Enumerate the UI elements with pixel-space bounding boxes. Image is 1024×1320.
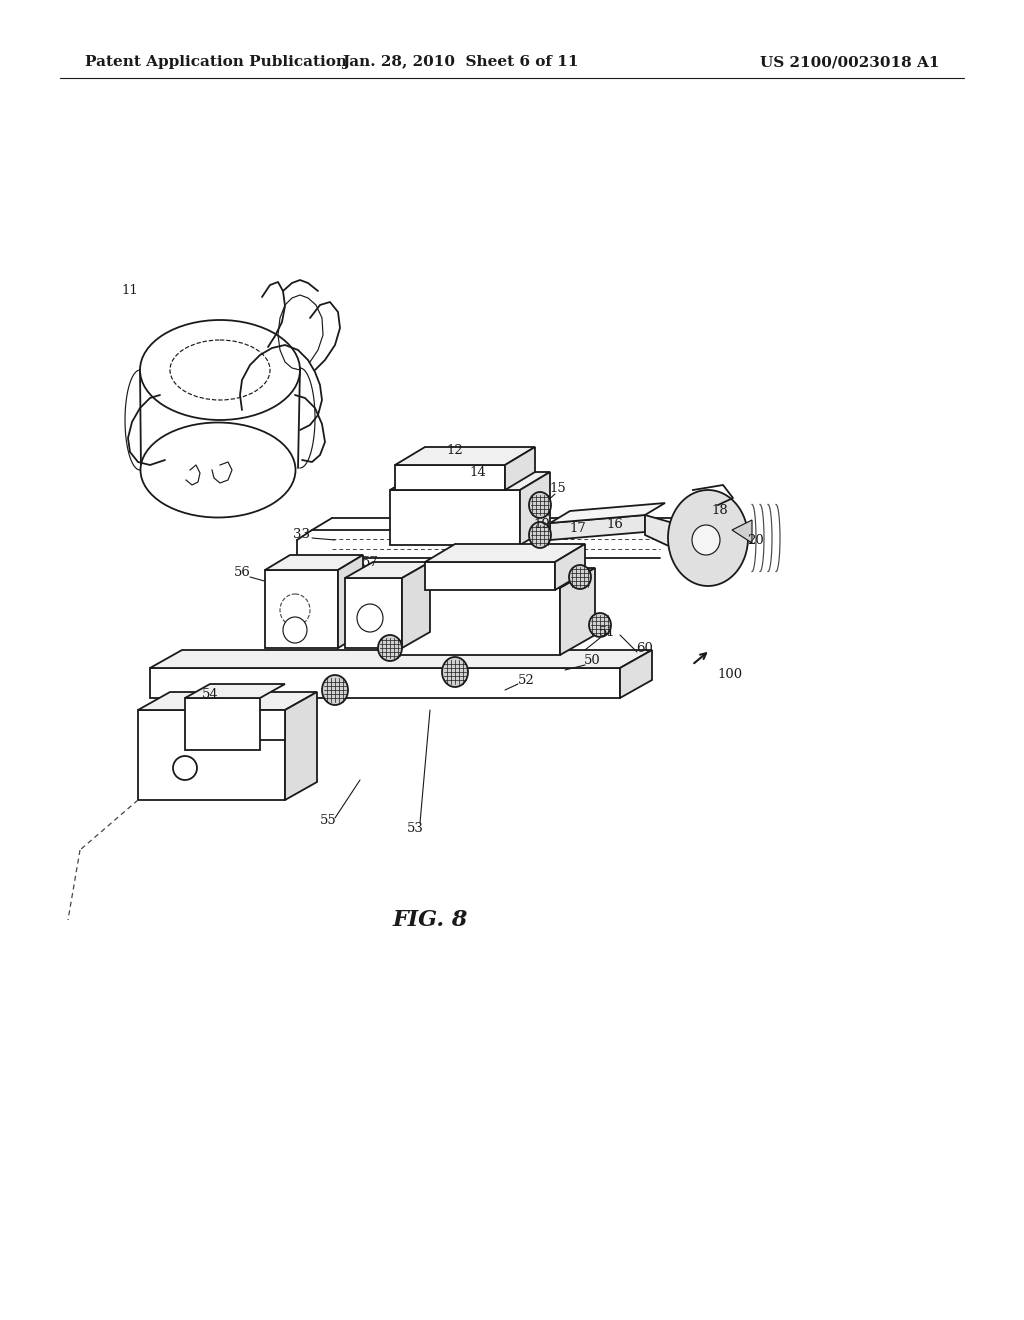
Polygon shape bbox=[645, 515, 673, 548]
Polygon shape bbox=[390, 490, 520, 545]
Polygon shape bbox=[395, 465, 505, 490]
Polygon shape bbox=[400, 568, 595, 587]
Polygon shape bbox=[138, 692, 317, 710]
Ellipse shape bbox=[692, 525, 720, 554]
Ellipse shape bbox=[529, 521, 551, 548]
Text: 52: 52 bbox=[517, 673, 535, 686]
Text: 56: 56 bbox=[233, 566, 251, 579]
Polygon shape bbox=[265, 554, 362, 570]
Polygon shape bbox=[338, 554, 362, 648]
Text: 20: 20 bbox=[746, 533, 763, 546]
Text: 54: 54 bbox=[202, 689, 218, 701]
Text: 55: 55 bbox=[319, 813, 336, 826]
Text: 50: 50 bbox=[584, 653, 600, 667]
Ellipse shape bbox=[589, 612, 611, 638]
Text: 19: 19 bbox=[534, 517, 551, 531]
Polygon shape bbox=[265, 570, 338, 648]
Text: 51: 51 bbox=[599, 626, 615, 639]
Text: 33: 33 bbox=[294, 528, 310, 541]
Polygon shape bbox=[620, 649, 652, 698]
Polygon shape bbox=[400, 587, 560, 655]
Text: US 2100/0023018 A1: US 2100/0023018 A1 bbox=[761, 55, 940, 69]
Ellipse shape bbox=[283, 616, 307, 643]
Ellipse shape bbox=[357, 605, 383, 632]
Ellipse shape bbox=[378, 635, 402, 661]
Polygon shape bbox=[245, 710, 285, 741]
Ellipse shape bbox=[140, 422, 296, 517]
Polygon shape bbox=[150, 649, 652, 668]
Polygon shape bbox=[390, 473, 550, 490]
Polygon shape bbox=[732, 520, 752, 543]
Ellipse shape bbox=[173, 756, 197, 780]
Polygon shape bbox=[185, 698, 260, 750]
Polygon shape bbox=[345, 578, 402, 648]
Text: 18: 18 bbox=[712, 503, 728, 516]
Text: 100: 100 bbox=[718, 668, 742, 681]
Text: 17: 17 bbox=[569, 521, 587, 535]
Polygon shape bbox=[402, 562, 430, 648]
Text: 14: 14 bbox=[470, 466, 486, 479]
Polygon shape bbox=[150, 668, 620, 698]
Text: 11: 11 bbox=[122, 284, 138, 297]
Text: 15: 15 bbox=[550, 482, 566, 495]
Ellipse shape bbox=[442, 657, 468, 686]
Polygon shape bbox=[138, 710, 285, 800]
Text: 16: 16 bbox=[606, 519, 624, 532]
Ellipse shape bbox=[322, 675, 348, 705]
Polygon shape bbox=[555, 544, 585, 590]
Ellipse shape bbox=[569, 565, 591, 589]
Polygon shape bbox=[550, 503, 665, 523]
Text: 60: 60 bbox=[637, 642, 653, 655]
Polygon shape bbox=[185, 684, 285, 698]
Text: Patent Application Publication: Patent Application Publication bbox=[85, 55, 347, 69]
Polygon shape bbox=[550, 515, 645, 540]
Polygon shape bbox=[285, 692, 317, 800]
Polygon shape bbox=[345, 562, 430, 578]
Polygon shape bbox=[505, 447, 535, 490]
Text: Jan. 28, 2010  Sheet 6 of 11: Jan. 28, 2010 Sheet 6 of 11 bbox=[342, 55, 579, 69]
Polygon shape bbox=[560, 568, 595, 655]
Polygon shape bbox=[520, 473, 550, 545]
Polygon shape bbox=[395, 447, 535, 465]
Ellipse shape bbox=[140, 319, 300, 420]
Polygon shape bbox=[425, 562, 555, 590]
Text: FIG. 8: FIG. 8 bbox=[392, 909, 468, 931]
Text: 53: 53 bbox=[407, 821, 424, 834]
Text: 12: 12 bbox=[446, 444, 464, 457]
Ellipse shape bbox=[529, 492, 551, 517]
Text: 57: 57 bbox=[361, 557, 379, 569]
Ellipse shape bbox=[668, 490, 748, 586]
Polygon shape bbox=[425, 544, 585, 562]
